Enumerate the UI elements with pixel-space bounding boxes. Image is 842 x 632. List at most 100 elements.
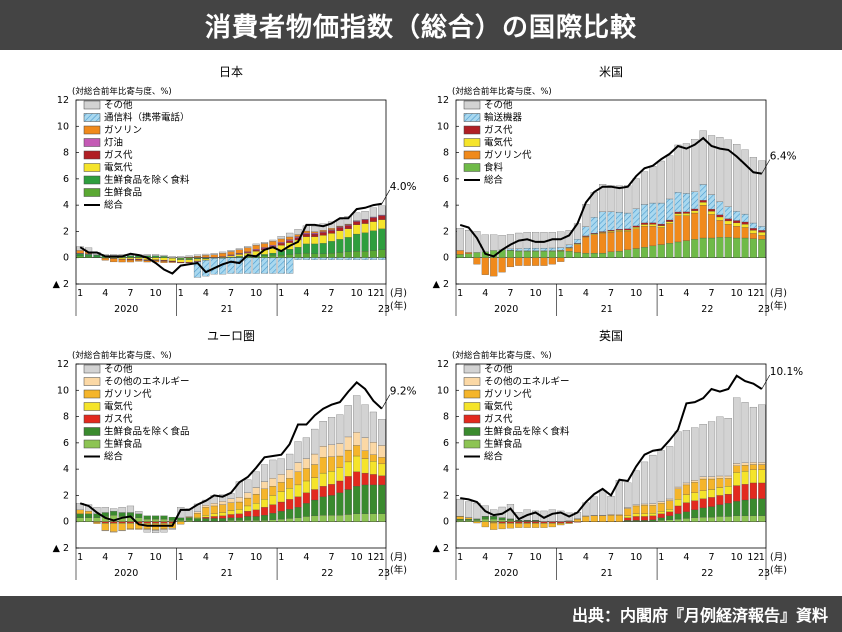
bar-segment — [515, 248, 523, 251]
bar-segment — [336, 492, 344, 516]
legend-swatch — [463, 364, 481, 374]
bar-segment — [707, 135, 716, 195]
bar-segment — [101, 523, 109, 531]
bar-segment — [707, 237, 716, 258]
bar-segment — [573, 252, 582, 258]
bar-segment — [674, 488, 682, 500]
bar-segment — [260, 242, 269, 244]
x-tick-label: 4 — [583, 288, 589, 299]
bar-segment — [716, 495, 724, 505]
bar-segment — [699, 478, 707, 491]
bar-segment — [707, 194, 716, 210]
bar-segment — [691, 509, 699, 518]
month-unit: (月) — [770, 552, 787, 563]
year-label: 23 — [378, 568, 390, 579]
y-tick-label: 6 — [63, 438, 69, 449]
bar-segment — [465, 501, 473, 518]
bar-segment — [143, 254, 151, 256]
bar-segment — [353, 513, 361, 522]
bar-segment — [548, 521, 556, 524]
bar-segment — [110, 508, 118, 512]
legend-label: 灯油 — [104, 137, 123, 149]
year-label: 21 — [221, 568, 233, 579]
bar-segment — [126, 257, 135, 260]
bar-segment — [699, 476, 707, 480]
bar-segment — [632, 208, 640, 227]
bar-segment — [361, 513, 369, 522]
y-tick-label: ▲ 2 — [53, 543, 69, 554]
bar-segment — [152, 518, 160, 522]
bar-segment — [369, 461, 377, 475]
bar-segment — [465, 520, 473, 522]
legend-label: ガソリン代 — [484, 150, 532, 161]
bar-segment — [286, 509, 294, 519]
y-tick-label: 10 — [437, 121, 449, 132]
bar-segment — [252, 471, 260, 488]
bar-segment — [733, 465, 741, 473]
bar-segment — [269, 513, 277, 520]
bar-segment — [733, 463, 741, 466]
bar-segment — [336, 230, 344, 240]
legend-swatch — [83, 113, 101, 122]
bar-segment — [219, 518, 227, 522]
bar-segment — [682, 502, 690, 512]
bar-segment — [699, 130, 707, 185]
bar-segment — [260, 254, 269, 256]
bar-segment — [244, 247, 252, 252]
x-tick-label: 1 — [278, 288, 284, 299]
bar-segment — [361, 484, 369, 514]
bar-segment — [582, 252, 590, 258]
legend-label: ガソリン代 — [104, 389, 152, 400]
bar-segment — [353, 432, 361, 446]
bar-segment — [311, 477, 319, 490]
bar-segment — [327, 257, 336, 260]
bar-segment — [168, 528, 176, 530]
bar-segment — [724, 218, 732, 222]
bar-segment — [741, 470, 749, 485]
legend-label: その他 — [104, 363, 133, 375]
bar-segment — [465, 252, 473, 254]
bar-segment — [691, 239, 699, 258]
y-tick-label: 2 — [63, 226, 69, 237]
bar-segment — [269, 495, 277, 505]
bar-segment — [361, 437, 369, 451]
bar-segment — [185, 517, 193, 521]
x-tick-label: 1 — [379, 288, 385, 299]
bar-segment — [699, 516, 707, 522]
bar-segment — [565, 251, 573, 258]
bar-segment — [498, 521, 506, 524]
bar-segment — [135, 528, 143, 530]
bar-segment — [277, 518, 285, 522]
bar-segment — [749, 498, 757, 516]
legend-swatch — [463, 138, 481, 147]
bar-segment — [624, 517, 632, 521]
end-label: 6.4% — [770, 151, 797, 163]
bar-segment — [649, 505, 657, 514]
bar-segment — [590, 515, 598, 522]
bar-segment — [319, 257, 327, 260]
bar-segment — [758, 464, 766, 470]
y-tick-label: 0 — [63, 253, 69, 264]
bar-segment — [260, 257, 269, 274]
total-line — [459, 136, 762, 258]
bar-segment — [716, 516, 724, 522]
bar-segment — [674, 211, 682, 214]
bar-segment — [657, 223, 665, 226]
bar-segment — [724, 237, 732, 258]
bar-segment — [286, 478, 294, 489]
bar-segment — [699, 200, 707, 203]
bar-segment — [515, 523, 523, 528]
x-tick-label: 10 — [530, 288, 542, 299]
bar-segment — [336, 257, 344, 260]
bar-segment — [311, 428, 319, 455]
bar-segment — [252, 257, 260, 274]
bar-segment — [294, 496, 302, 508]
y-tick-label: ▲ 2 — [53, 279, 69, 290]
bar-segment — [185, 257, 193, 260]
bar-segment — [327, 252, 336, 258]
bar-segment — [515, 251, 523, 258]
bar-segment — [269, 239, 277, 242]
bar-segment — [758, 498, 766, 516]
bar-segment — [378, 484, 386, 514]
bar-segment — [118, 257, 126, 260]
